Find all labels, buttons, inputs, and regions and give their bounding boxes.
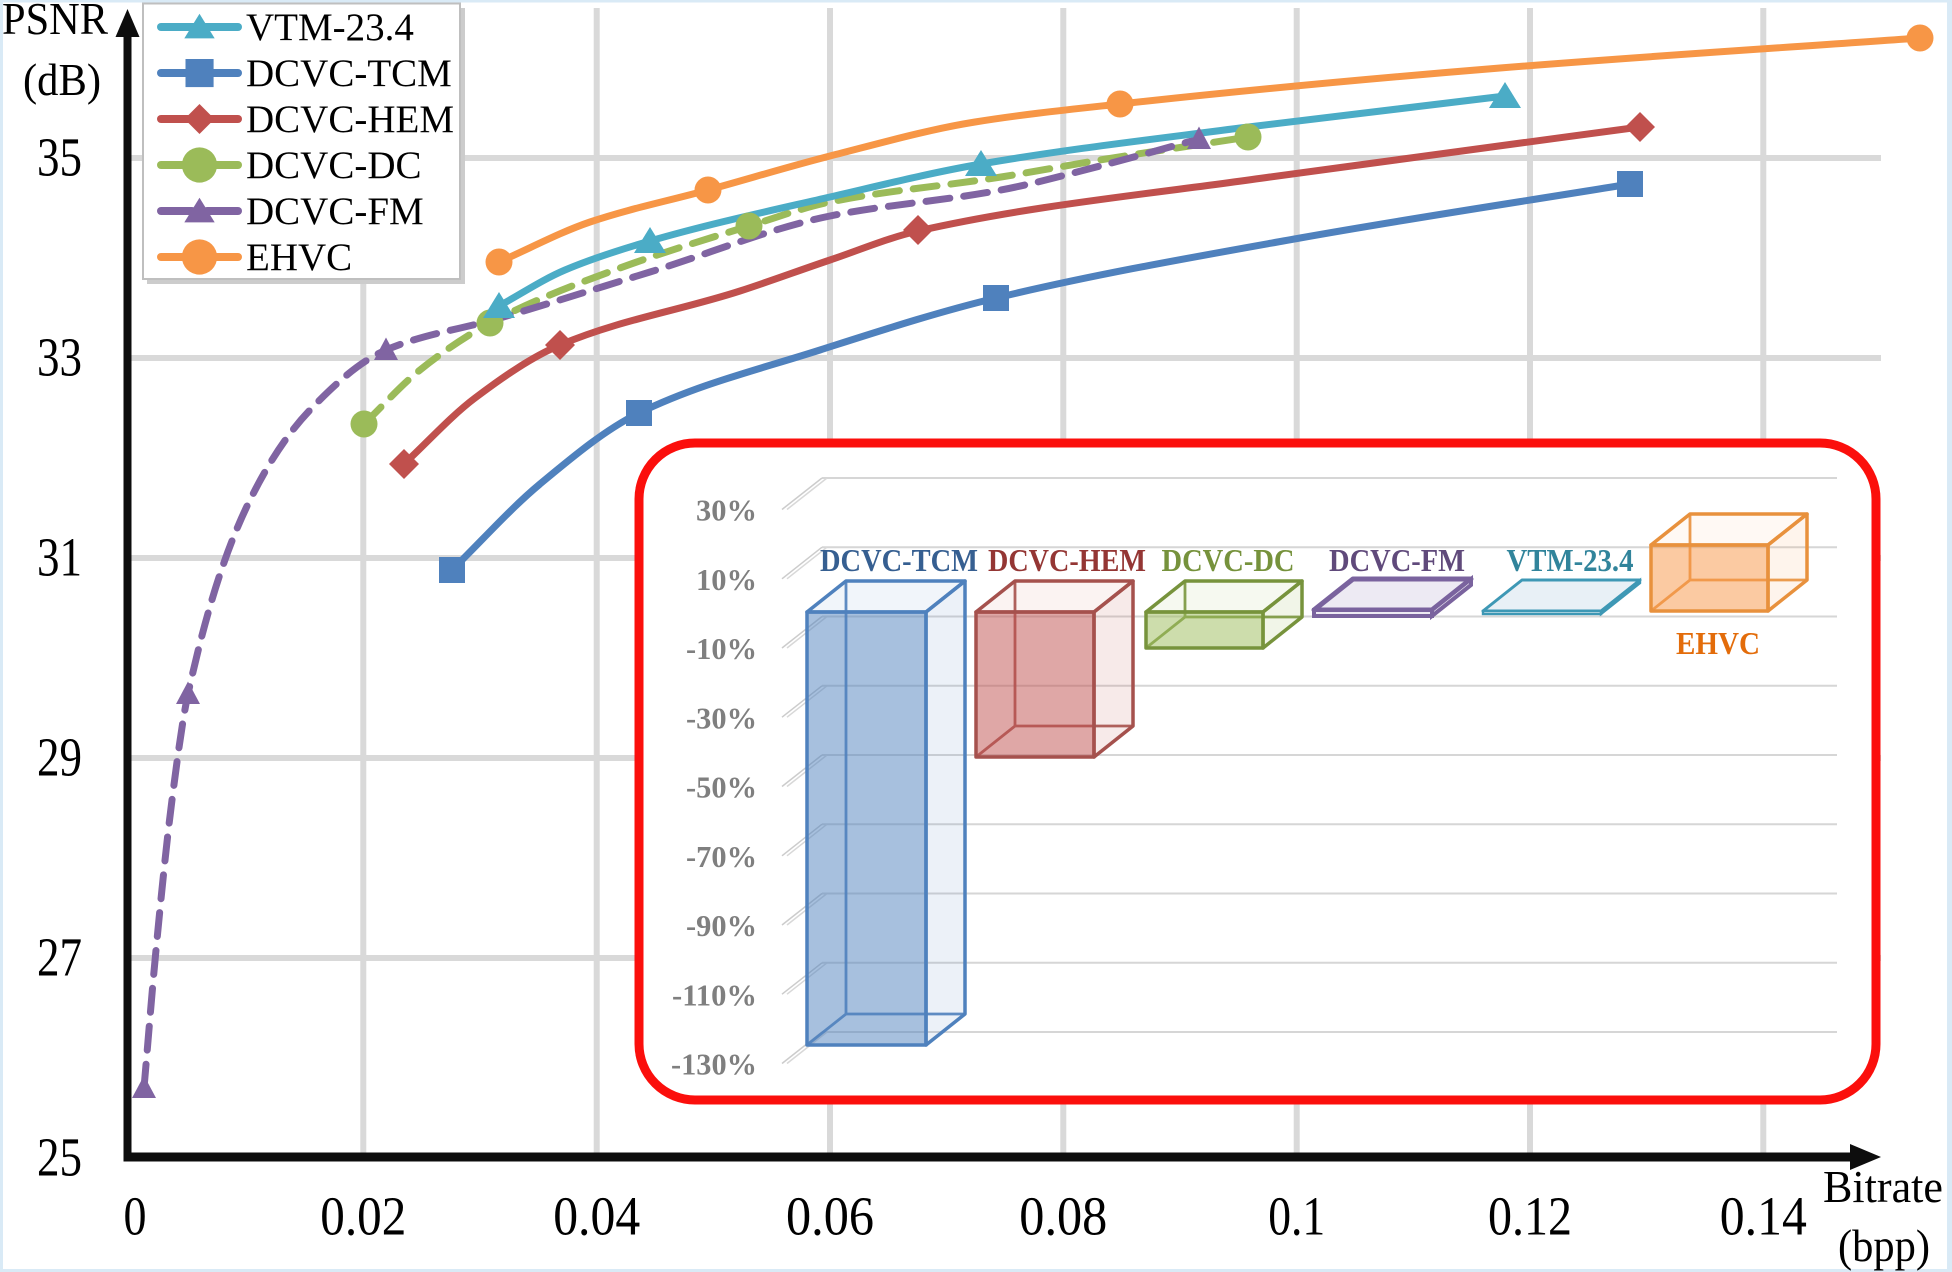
svg-text:-50%: -50%: [686, 770, 757, 805]
svg-text:(dB): (dB): [23, 54, 101, 105]
svg-text:PSNR: PSNR: [2, 0, 108, 44]
svg-text:-90%: -90%: [686, 908, 757, 943]
svg-text:0.1: 0.1: [1268, 1186, 1325, 1247]
svg-text:-30%: -30%: [686, 700, 757, 735]
svg-text:DCVC-TCM: DCVC-TCM: [820, 542, 978, 578]
svg-text:(bpp): (bpp): [1838, 1220, 1930, 1271]
svg-text:0.02: 0.02: [320, 1186, 406, 1247]
svg-text:DCVC-HEM: DCVC-HEM: [988, 542, 1146, 578]
svg-text:0: 0: [124, 1186, 147, 1247]
svg-text:VTM-23.4: VTM-23.4: [1507, 542, 1634, 578]
svg-text:-70%: -70%: [686, 839, 757, 874]
svg-text:35: 35: [37, 127, 82, 188]
svg-text:-10%: -10%: [686, 631, 757, 666]
svg-text:0.06: 0.06: [786, 1186, 874, 1247]
svg-text:0.12: 0.12: [1488, 1186, 1572, 1247]
svg-text:10%: 10%: [696, 562, 757, 597]
svg-text:27: 27: [37, 927, 82, 988]
svg-text:EHVC: EHVC: [246, 236, 352, 279]
svg-text:-130%: -130%: [671, 1047, 757, 1082]
svg-text:DCVC-DC: DCVC-DC: [1162, 542, 1295, 578]
svg-text:0.08: 0.08: [1019, 1186, 1107, 1247]
svg-text:30%: 30%: [696, 493, 757, 528]
svg-text:25: 25: [37, 1127, 82, 1188]
svg-text:DCVC-HEM: DCVC-HEM: [246, 98, 454, 141]
svg-text:DCVC-FM: DCVC-FM: [246, 190, 424, 233]
svg-text:EHVC: EHVC: [1676, 625, 1760, 661]
svg-text:0.04: 0.04: [553, 1186, 640, 1247]
svg-text:29: 29: [37, 727, 82, 788]
svg-text:DCVC-DC: DCVC-DC: [246, 144, 422, 187]
svg-text:DCVC-TCM: DCVC-TCM: [246, 52, 452, 95]
svg-text:31: 31: [37, 527, 82, 588]
svg-text:DCVC-FM: DCVC-FM: [1329, 542, 1465, 578]
svg-text:-110%: -110%: [672, 977, 757, 1012]
svg-text:0.14: 0.14: [1720, 1186, 1807, 1247]
svg-text:Bitrate: Bitrate: [1823, 1161, 1943, 1212]
svg-text:VTM-23.4: VTM-23.4: [246, 6, 414, 49]
svg-text:33: 33: [37, 327, 82, 388]
